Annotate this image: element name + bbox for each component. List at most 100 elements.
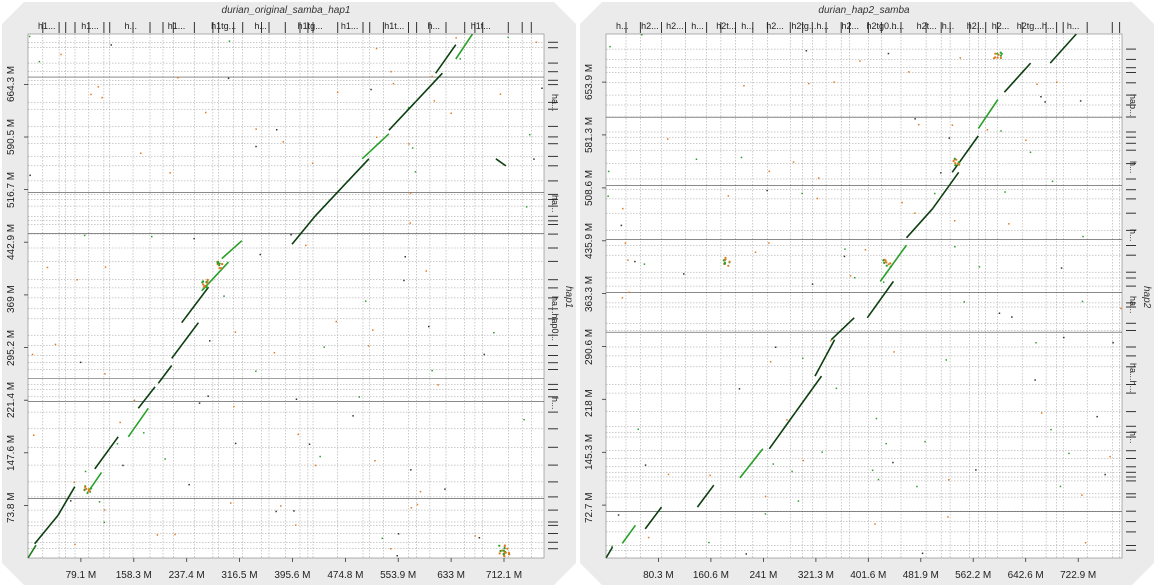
alignment-hotspot-dot [221, 262, 224, 266]
alignment-dot [295, 398, 298, 400]
alignment-dot [535, 41, 538, 43]
alignment-dot [764, 513, 767, 515]
alignment-hotspot-dot [997, 53, 1000, 56]
alignment-dot [450, 112, 452, 114]
alignment-dot [1000, 130, 1002, 132]
alignment-dot [641, 34, 643, 36]
alignment-hotspot-dot [994, 56, 997, 59]
alignment-dot [1068, 452, 1070, 455]
alignment-dot [336, 91, 339, 94]
alignment-hotspot-dot [956, 162, 960, 165]
y-axis-label: hap2 [1141, 286, 1152, 309]
alignment-dot [835, 387, 838, 390]
alignment-dot [33, 434, 35, 436]
alignment-dot [28, 35, 31, 38]
alignment-dot [295, 524, 297, 526]
dotplot-canvas [580, 2, 1154, 585]
alignment-dot [802, 459, 805, 462]
top-contig-label: h1... [340, 21, 359, 31]
alignment-dot [1063, 336, 1065, 339]
y-tick-label: 290.6 M [584, 328, 595, 365]
alignment-dot [1104, 473, 1106, 476]
y-axis-label: hap1 [563, 286, 574, 309]
top-contig-label: h1... [38, 21, 56, 31]
alignment-segment [696, 484, 715, 508]
alignment-dot [370, 88, 372, 91]
alignment-dot [404, 256, 406, 258]
alignment-segment [879, 244, 908, 282]
right-contig-label: hap... [1128, 94, 1138, 117]
alignment-hotspot-dot [882, 259, 885, 262]
alignment-dot [116, 443, 119, 445]
x-tick-label: 712.1 M [485, 570, 523, 581]
top-contig-label: h... [891, 21, 905, 31]
alignment-segment [1003, 62, 1032, 93]
top-contig-label: h1... [81, 21, 99, 31]
alignment-hotspot-dot [502, 549, 505, 552]
y-tick-label: 72.7 M [584, 492, 595, 524]
alignment-dot [119, 421, 121, 424]
alignment-dot [97, 86, 100, 88]
alignment-dot [1081, 300, 1084, 303]
alignment-dot [60, 53, 62, 56]
alignment-dot [637, 428, 639, 431]
alignment-dot [802, 357, 804, 360]
alignment-dot [764, 495, 767, 498]
alignment-dot [70, 500, 72, 502]
alignment-dot [647, 536, 650, 539]
alignment-segment [127, 407, 149, 438]
alignment-hotspot-dot [954, 164, 957, 167]
alignment-hotspot-dot [203, 285, 206, 288]
alignment-dot [963, 301, 965, 303]
alignment-dot [290, 234, 292, 236]
alignment-dot [323, 346, 325, 348]
alignment-dot [255, 145, 257, 148]
plot-area [28, 34, 544, 558]
alignment-segment [27, 544, 37, 559]
alignment-dot [914, 118, 916, 120]
alignment-dot [459, 58, 461, 60]
alignment-dot [390, 548, 392, 550]
alignment-dot [273, 352, 276, 354]
alignment-dot [1036, 83, 1038, 85]
alignment-dot [772, 463, 775, 465]
alignment-hotspot-dot [999, 56, 1002, 60]
alignment-dot [408, 143, 410, 145]
alignment-dot [205, 111, 207, 114]
y-tick-label: 590.5 M [6, 118, 17, 155]
y-tick-label: 369 M [6, 285, 17, 313]
alignment-segment [830, 317, 855, 341]
alignment-hotspot-dot [220, 267, 223, 270]
right-contig-label: h... [1128, 161, 1138, 174]
alignment-hotspot-dot [218, 262, 221, 265]
x-tick-label: 321.3 M [797, 570, 834, 581]
alignment-dot [425, 270, 427, 272]
dotplot-panel-1: durian_original_samba_hap1 79.1 M 158.3 M 2… [2, 2, 576, 585]
alignment-dot [255, 128, 257, 130]
alignment-dot [738, 388, 741, 390]
alignment-dot [874, 523, 876, 525]
alignment-hotspot-dot [952, 160, 955, 163]
alignment-dot [375, 47, 378, 50]
alignment-dot [314, 464, 317, 467]
top-contig-label: h2... [991, 21, 1010, 31]
alignment-dot [864, 249, 867, 251]
alignment-dot [849, 275, 852, 277]
alignment-dot [998, 312, 1001, 314]
alignment-dot [319, 455, 321, 458]
alignment-hotspot-dot [84, 485, 87, 489]
alignment-dot [797, 500, 800, 502]
x-tick-label: 553.9 M [380, 570, 417, 581]
alignment-dot [308, 443, 311, 445]
alignment-dot [104, 266, 107, 268]
alignment-dot [948, 479, 950, 481]
alignment-dot [101, 96, 103, 99]
alignment-dot [409, 192, 412, 194]
alignment-hotspot-dot [953, 157, 956, 160]
alignment-dot [821, 451, 823, 453]
alignment-dot [73, 481, 75, 484]
alignment-dot [769, 361, 772, 363]
alignment-dot [209, 340, 211, 342]
dotplot-panel-2: durian_hap2_samba 80.3 M 160.6 M 241 M 321.3… [578, 0, 1156, 587]
alignment-segment [201, 261, 230, 292]
